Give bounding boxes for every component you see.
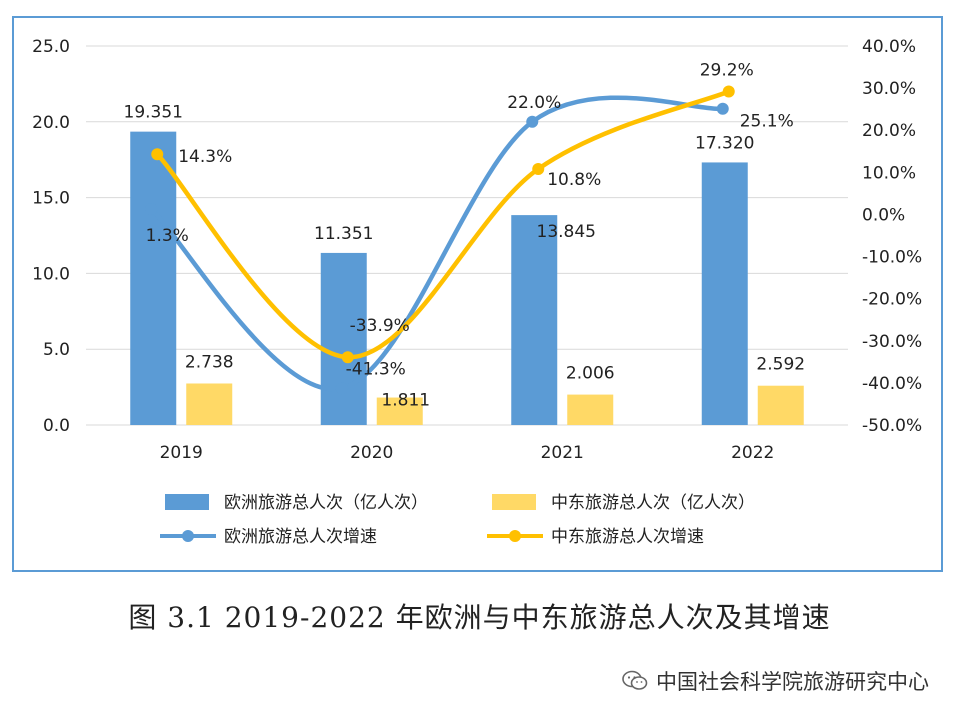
line-data-label: -33.9% [350, 316, 410, 336]
lines [145, 85, 735, 395]
bars [130, 131, 804, 425]
axes: 0.0 5.0 10.0 15.0 20.0 25.0 -50.0% -40.0% -30.0%… [32, 37, 922, 463]
legend-marker [182, 530, 194, 542]
line-point [341, 351, 354, 364]
right-axis-tick: 20.0% [862, 121, 916, 141]
wechat-icon [622, 670, 648, 690]
right-axis-tick: 30.0% [862, 79, 916, 99]
line-point [722, 85, 735, 98]
bar [511, 215, 558, 425]
right-axis-tick: -30.0% [862, 332, 922, 352]
left-axis-tick: 25.0 [32, 37, 70, 57]
category-label: 2020 [350, 443, 393, 463]
bar-data-label: 2.738 [185, 352, 234, 372]
right-axis-tick: -50.0% [862, 416, 922, 436]
line-data-label: -41.3% [346, 359, 406, 379]
bar-data-label: 11.351 [314, 224, 373, 244]
left-axis-tick: 15.0 [32, 189, 70, 209]
bar [186, 383, 233, 425]
bar-data-label: 17.320 [695, 133, 754, 153]
line-data-label: 22.0% [507, 93, 561, 113]
line-point [151, 148, 164, 161]
left-axis-tick: 0.0 [43, 416, 70, 436]
series-line [155, 89, 731, 360]
left-axis-tick: 20.0 [32, 113, 70, 133]
right-axis-tick: 0.0% [862, 205, 905, 225]
category-label: 2021 [541, 443, 584, 463]
right-axis-tick: -40.0% [862, 374, 922, 394]
category-label: 2019 [160, 443, 203, 463]
bar [567, 394, 614, 425]
right-axis-tick: -10.0% [862, 248, 922, 268]
left-axis-tick: 10.0 [32, 264, 70, 284]
line-data-label: 14.3% [178, 147, 232, 167]
legend-swatch [492, 494, 536, 510]
bar [376, 397, 423, 425]
chart: 19.351 11.351 13.845 17.320 2.738 1.811 2.006 2… [32, 37, 922, 547]
legend-label: 中东旅游总人次（亿人次） [551, 493, 755, 513]
bar-data-label: 2.592 [756, 355, 805, 375]
line-point [335, 382, 348, 395]
left-axis-tick: 5.0 [43, 340, 70, 360]
legend-label: 中东旅游总人次增速 [551, 527, 704, 547]
line-data-label: 29.2% [700, 60, 754, 80]
watermark-text: 中国社会科学院旅游研究中心 [656, 670, 929, 694]
bar [757, 385, 804, 425]
figure-caption: 图 3.1 2019-2022 年欧洲与中东旅游总人次及其增速 [128, 601, 831, 634]
series-line [149, 95, 725, 392]
line-data-label: 1.3% [146, 226, 189, 246]
legend-label: 欧洲旅游总人次增速 [224, 527, 377, 547]
line-data-label: 10.8% [547, 170, 601, 190]
line-point [526, 115, 539, 128]
bar [701, 162, 748, 425]
line-point [716, 102, 729, 115]
legend-swatch [165, 494, 209, 510]
bar [320, 252, 367, 425]
data-labels: 19.351 11.351 13.845 17.320 2.738 1.811 2.006 2… [124, 60, 806, 410]
legend-marker [509, 530, 521, 542]
right-axis-tick: 40.0% [862, 37, 916, 57]
legend-label: 欧洲旅游总人次（亿人次） [224, 493, 428, 513]
category-label: 2022 [731, 443, 774, 463]
chart-frame [12, 16, 943, 572]
line-data-label: 25.1% [740, 112, 794, 132]
line-point [532, 162, 545, 175]
bar-data-label: 13.845 [537, 222, 596, 242]
right-axis-tick: -20.0% [862, 290, 922, 310]
line-point [145, 202, 158, 215]
bar [130, 131, 177, 425]
legend: 欧洲旅游总人次（亿人次） 中东旅游总人次（亿人次） 欧洲旅游总人次增速 中东旅游总人次… [160, 493, 755, 547]
watermark: 中国社会科学院旅游研究中心 [622, 666, 929, 696]
bar-data-label: 2.006 [566, 364, 615, 384]
bar-data-label: 1.811 [381, 391, 430, 411]
bar-data-label: 19.351 [124, 103, 183, 123]
right-axis-tick: 10.0% [862, 163, 916, 183]
